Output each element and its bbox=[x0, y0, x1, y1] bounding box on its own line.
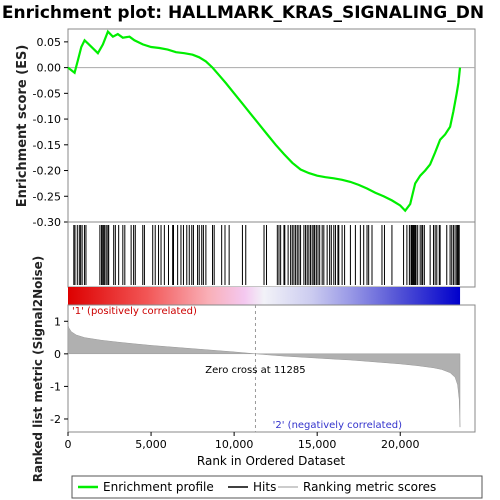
rank-color-bar bbox=[68, 287, 461, 305]
chart-title: Enrichment plot: HALLMARK_KRAS_SIGNALING… bbox=[2, 3, 484, 23]
es-y-tick-label: -0.05 bbox=[33, 87, 61, 100]
legend-hits-label: Hits bbox=[253, 480, 276, 494]
ranked-y-ticks: 1 0 -1 -2 bbox=[50, 315, 68, 426]
x-ticks: 0 5,000 10,000 15,000 20,000 bbox=[65, 432, 420, 451]
x-tick-label: 0 bbox=[65, 438, 72, 451]
x-axis-label: Rank in Ordered Dataset bbox=[197, 454, 345, 468]
hits-marks bbox=[73, 225, 460, 285]
legend-box bbox=[71, 475, 483, 499]
ranked-y-tick-label: 0 bbox=[54, 348, 61, 361]
x-tick-label: 5,000 bbox=[135, 438, 167, 451]
x-tick-label: 10,000 bbox=[215, 438, 254, 451]
es-y-axis-label: Enrichment score (ES) bbox=[15, 45, 30, 208]
x-tick-label: 20,000 bbox=[381, 438, 420, 451]
ranked-y-tick-label: 1 bbox=[54, 315, 61, 328]
es-y-tick-label: 0.05 bbox=[37, 36, 62, 49]
ranked-y-axis-label: Ranked list metric (Signal2Noise) bbox=[31, 256, 45, 483]
ranked-y-tick-label: -1 bbox=[50, 380, 61, 393]
legend-enrichment-label: Enrichment profile bbox=[103, 480, 214, 494]
zero-cross-label: Zero cross at 11285 bbox=[205, 365, 305, 376]
es-y-tick-label: -0.25 bbox=[33, 190, 61, 203]
es-y-tick-label: -0.15 bbox=[33, 139, 61, 152]
positive-correlation-label: '1' (positively correlated) bbox=[72, 306, 197, 317]
ranked-panel-frame bbox=[67, 304, 476, 433]
x-tick-label: 15,000 bbox=[298, 438, 337, 451]
es-y-ticks: 0.05 0.00 -0.05 -0.10 -0.15 -0.20 -0.25 -0.30 bbox=[33, 36, 68, 229]
negative-correlation-label: '2' (negatively correlated) bbox=[273, 420, 402, 431]
legend-ranking-label: Ranking metric scores bbox=[303, 480, 436, 494]
enrichment-profile-line bbox=[67, 29, 462, 213]
es-y-tick-label: 0.00 bbox=[37, 62, 62, 75]
legend: Enrichment profile Hits Ranking metric s… bbox=[71, 475, 483, 499]
ranking-metric-area bbox=[67, 324, 461, 428]
es-panel-frame bbox=[67, 28, 476, 223]
ranked-y-tick-label: -2 bbox=[50, 413, 61, 426]
es-y-tick-label: -0.30 bbox=[33, 216, 61, 229]
es-y-tick-label: -0.10 bbox=[33, 113, 61, 126]
es-y-tick-label: -0.20 bbox=[33, 165, 61, 178]
